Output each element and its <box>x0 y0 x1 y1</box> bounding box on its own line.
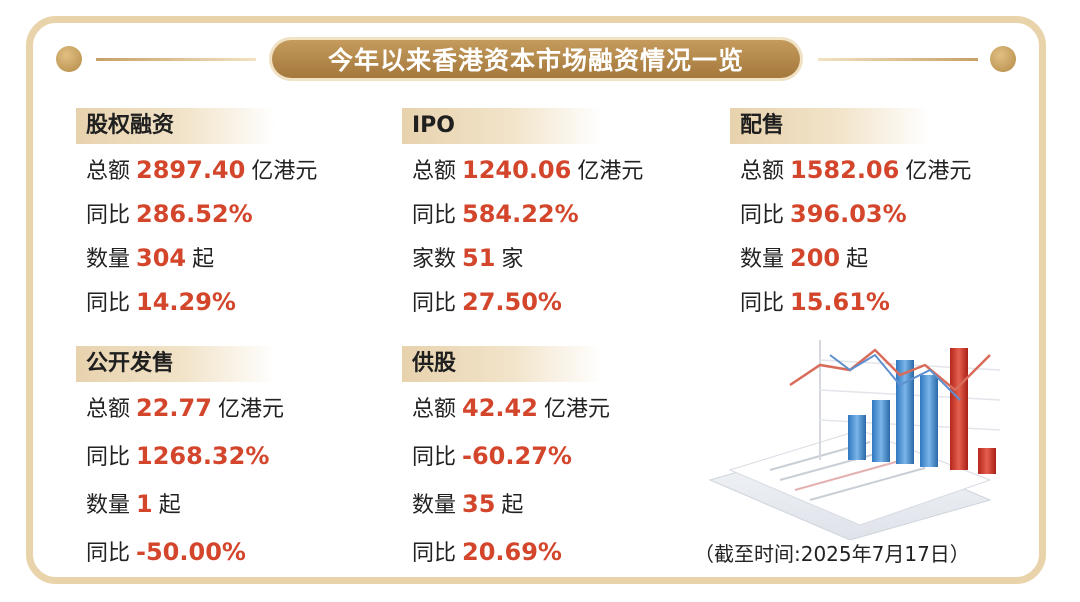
section-title: 股权融资 <box>76 108 276 144</box>
left-ornament-dot <box>56 46 82 72</box>
stat-value: 584.22% <box>462 200 579 228</box>
section-ipo: IPO 总额 1240.06 亿港元 同比 584.22% 家数 51 家 同比 27.50… <box>402 108 643 324</box>
stat-value: -50.00% <box>136 538 246 566</box>
stat-label: 总额 <box>86 397 131 422</box>
stat-label: 同比 <box>86 445 131 470</box>
stat-value: 42.42 <box>462 394 538 422</box>
stat-row: 同比 15.61% <box>730 280 971 324</box>
stat-unit: 亿港元 <box>543 397 610 422</box>
stat-label: 同比 <box>86 541 131 566</box>
stat-label: 同比 <box>412 203 457 228</box>
stat-unit: 起 <box>158 493 181 518</box>
page-title: 今年以来香港资本市场融资情况一览 <box>272 40 800 78</box>
stat-value: 1582.06 <box>790 156 900 184</box>
bar-chart-illustration-icon <box>708 340 1001 540</box>
stat-label: 家数 <box>412 247 457 272</box>
stat-row: 总额 1240.06 亿港元 <box>402 148 643 192</box>
section-title: 供股 <box>402 346 602 382</box>
stat-row: 数量 1 起 <box>76 482 284 526</box>
stat-value: 51 <box>462 244 496 272</box>
stat-value: 396.03% <box>790 200 907 228</box>
stat-value: 35 <box>462 490 496 518</box>
right-ornament-line <box>818 58 978 61</box>
stat-row: 总额 2897.40 亿港元 <box>76 148 317 192</box>
stat-unit: 亿港元 <box>577 159 644 184</box>
stat-row: 同比 27.50% <box>402 280 643 324</box>
stat-unit: 起 <box>846 247 869 272</box>
section-title: 配售 <box>730 108 930 144</box>
stat-value: 2897.40 <box>136 156 246 184</box>
footnote-date: （截至时间:2025年7月17日） <box>694 542 970 566</box>
stat-row: 同比 286.52% <box>76 192 317 236</box>
stat-row: 同比 584.22% <box>402 192 643 236</box>
stat-row: 数量 200 起 <box>730 236 971 280</box>
section-equity-financing: 股权融资 总额 2897.40 亿港元 同比 286.52% 数量 304 起 同比 14.… <box>76 108 317 324</box>
stat-label: 数量 <box>86 493 131 518</box>
stat-value: 200 <box>790 244 841 272</box>
stat-row: 数量 304 起 <box>76 236 317 280</box>
section-title: IPO <box>402 108 602 144</box>
left-ornament-line <box>96 58 256 61</box>
stat-label: 总额 <box>740 159 785 184</box>
stat-row: 同比 14.29% <box>76 280 317 324</box>
stat-unit: 起 <box>192 247 215 272</box>
stat-label: 同比 <box>86 291 131 316</box>
stat-unit: 亿港元 <box>251 159 318 184</box>
stat-row: 同比 20.69% <box>402 530 610 574</box>
stat-label: 同比 <box>86 203 131 228</box>
stat-value: 22.77 <box>136 394 212 422</box>
stat-label: 同比 <box>740 291 785 316</box>
stat-label: 数量 <box>86 247 131 272</box>
stat-label: 数量 <box>412 493 457 518</box>
section-placement: 配售 总额 1582.06 亿港元 同比 396.03% 数量 200 起 同比 15.61… <box>730 108 971 324</box>
stat-value: 304 <box>136 244 187 272</box>
section-rights-issue: 供股 总额 42.42 亿港元 同比 -60.27% 数量 35 起 同比 20.69% <box>402 346 610 574</box>
stat-label: 同比 <box>412 445 457 470</box>
stat-row: 同比 396.03% <box>730 192 971 236</box>
stat-label: 总额 <box>412 159 457 184</box>
stat-value: 1240.06 <box>462 156 572 184</box>
stat-unit: 亿港元 <box>217 397 284 422</box>
stat-label: 同比 <box>412 291 457 316</box>
stat-label: 数量 <box>740 247 785 272</box>
stat-row: 同比 -50.00% <box>76 530 284 574</box>
stat-row: 总额 22.77 亿港元 <box>76 386 284 430</box>
stat-value: 1268.32% <box>136 442 270 470</box>
stat-row: 总额 42.42 亿港元 <box>402 386 610 430</box>
stat-row: 数量 35 起 <box>402 482 610 526</box>
stat-value: 15.61% <box>790 288 890 316</box>
stat-row: 家数 51 家 <box>402 236 643 280</box>
stat-label: 同比 <box>740 203 785 228</box>
stat-label: 总额 <box>412 397 457 422</box>
stat-unit: 家 <box>501 247 524 272</box>
section-title: 公开发售 <box>76 346 276 382</box>
stat-value: 1 <box>136 490 153 518</box>
stat-row: 总额 1582.06 亿港元 <box>730 148 971 192</box>
stat-value: 27.50% <box>462 288 562 316</box>
stat-label: 总额 <box>86 159 131 184</box>
stat-value: 286.52% <box>136 200 253 228</box>
stat-value: 20.69% <box>462 538 562 566</box>
stat-value: -60.27% <box>462 442 572 470</box>
stat-label: 同比 <box>412 541 457 566</box>
stat-value: 14.29% <box>136 288 236 316</box>
right-ornament-dot <box>990 46 1016 72</box>
stat-unit: 起 <box>501 493 524 518</box>
section-public-offering: 公开发售 总额 22.77 亿港元 同比 1268.32% 数量 1 起 同比 -50.00… <box>76 346 284 574</box>
stat-row: 同比 1268.32% <box>76 434 284 478</box>
stat-row: 同比 -60.27% <box>402 434 610 478</box>
stat-unit: 亿港元 <box>905 159 972 184</box>
